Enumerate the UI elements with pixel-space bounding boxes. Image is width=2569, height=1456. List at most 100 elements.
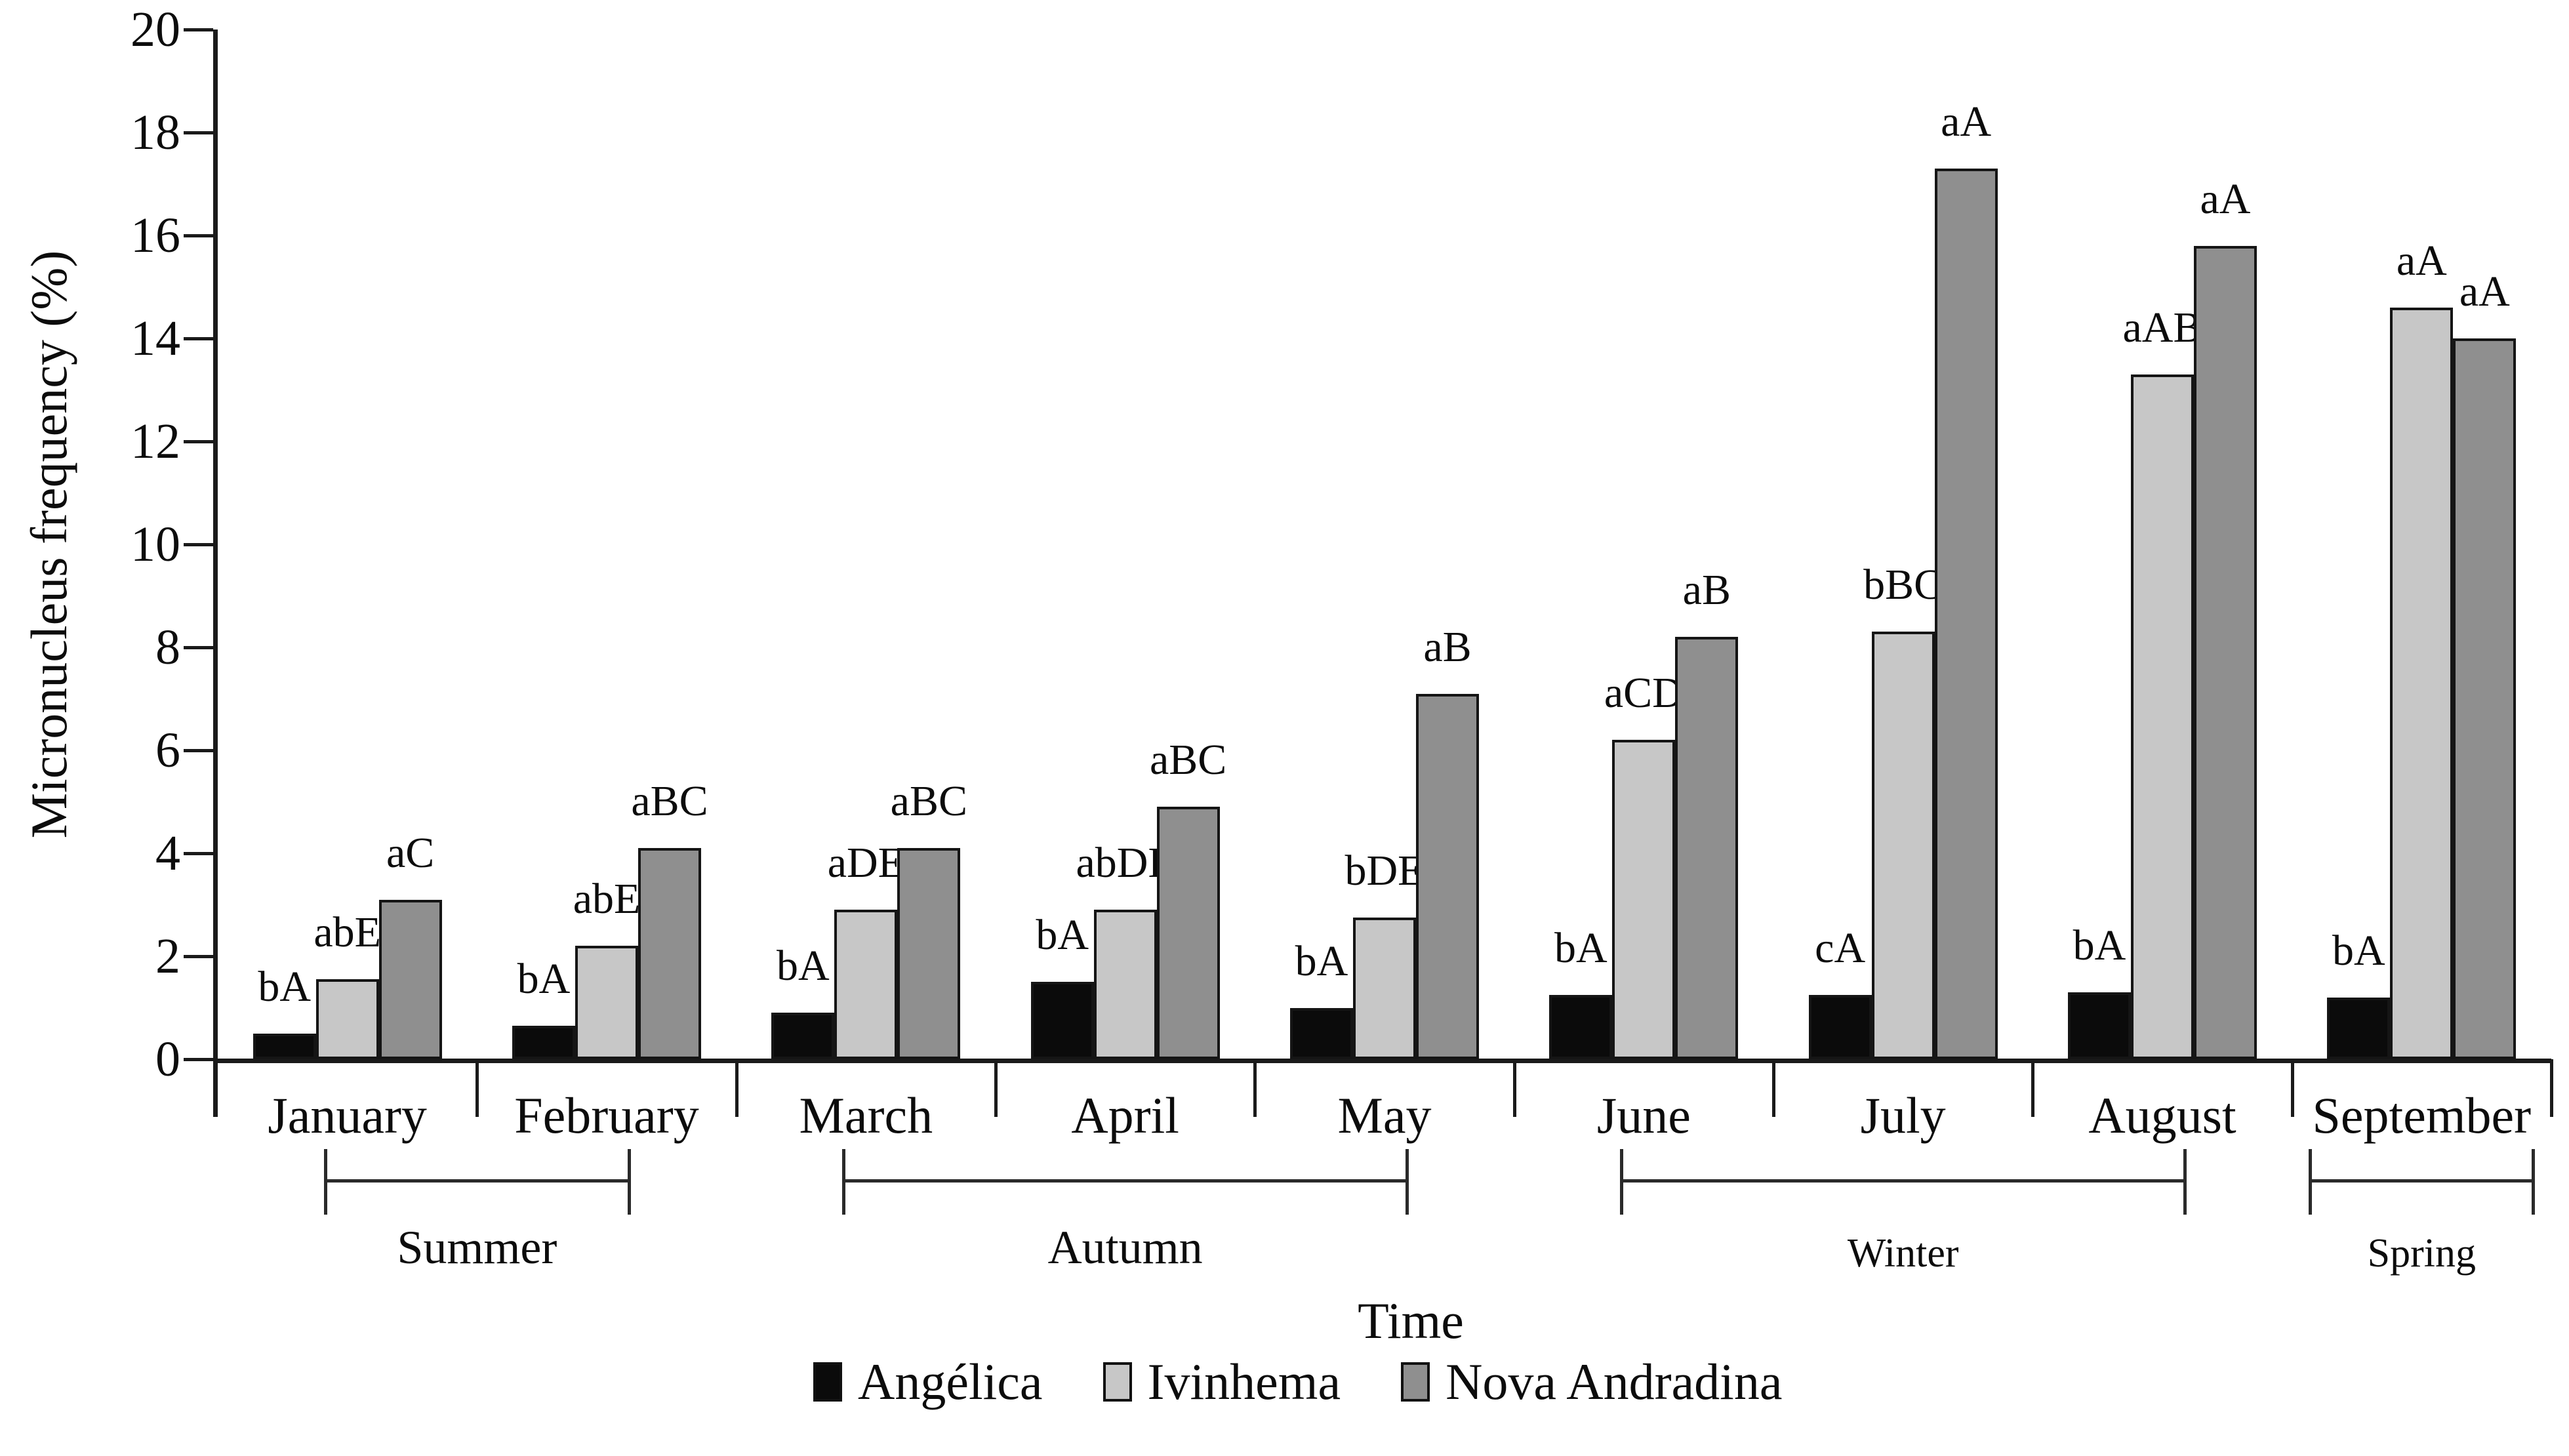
significance-label: aB <box>1682 566 1731 615</box>
season-bracket-tick <box>628 1149 631 1215</box>
x-separator-tick <box>475 1059 479 1117</box>
bar-nova-andradina <box>1416 693 1479 1059</box>
y-tick <box>184 852 213 855</box>
significance-label: bA <box>1554 923 1608 972</box>
x-separator-tick <box>2031 1059 2035 1117</box>
y-tick-label: 16 <box>131 208 180 263</box>
y-tick-label: 4 <box>155 826 180 881</box>
y-tick <box>184 749 213 752</box>
significance-label: bDE <box>1345 847 1425 895</box>
season-bracket-line <box>843 1179 1407 1183</box>
y-tick <box>184 234 213 237</box>
legend-label: Angélica <box>858 1353 1043 1410</box>
significance-label: aBC <box>890 777 967 826</box>
x-category-label: June <box>1596 1087 1691 1144</box>
y-tick <box>184 955 213 958</box>
x-separator-tick <box>735 1059 738 1117</box>
season-bracket-tick <box>1406 1149 1409 1215</box>
legend-item: Nova Andradina <box>1401 1356 1782 1407</box>
y-tick <box>184 337 213 340</box>
x-separator-tick <box>994 1059 998 1117</box>
season-label: Winter <box>1847 1231 1959 1276</box>
bar-ivinhema <box>1612 740 1676 1059</box>
bar-angélica <box>512 1025 575 1059</box>
y-tick <box>184 543 213 546</box>
legend-item: Ivinhema <box>1102 1356 1341 1407</box>
x-category-label: April <box>1071 1087 1179 1144</box>
bar-nova-andradina <box>1156 807 1220 1059</box>
x-separator-tick <box>2290 1059 2294 1117</box>
legend-label: Nova Andradina <box>1446 1353 1783 1410</box>
y-tick-label: 2 <box>155 929 180 984</box>
legend-swatch-icon <box>1102 1362 1132 1402</box>
bar-nova-andradina <box>638 848 701 1059</box>
bar-nova-andradina <box>378 899 442 1059</box>
y-tick-label: 18 <box>131 105 180 160</box>
season-label: Autumn <box>1047 1221 1203 1274</box>
y-tick-label: 6 <box>155 723 180 778</box>
significance-label: aB <box>1423 622 1472 671</box>
y-tick <box>184 28 213 31</box>
bar-nova-andradina <box>2194 245 2257 1059</box>
y-tick <box>184 440 213 443</box>
significance-label: bBC <box>1863 561 1943 609</box>
significance-label: aA <box>1941 97 1992 146</box>
bar-angélica <box>1549 994 1613 1059</box>
season-bracket-tick <box>2183 1149 2187 1215</box>
significance-label: bA <box>258 962 311 1011</box>
significance-label: aDE <box>827 839 904 887</box>
bar-ivinhema <box>834 910 898 1059</box>
x-separator-tick <box>1772 1059 1775 1117</box>
significance-label: bA <box>1036 911 1089 960</box>
significance-label: abE <box>314 908 381 957</box>
legend: Angélica Ivinhema Nova Andradina <box>813 1356 1782 1407</box>
bar-angélica <box>1030 982 1094 1059</box>
significance-label: bA <box>1295 937 1348 985</box>
bar-angélica <box>1808 994 1872 1059</box>
y-tick <box>184 646 213 649</box>
significance-label: aA <box>2396 236 2447 285</box>
season-bracket-tick <box>842 1149 846 1215</box>
significance-label: aCD <box>1604 669 1684 718</box>
x-separator-tick <box>1253 1059 1257 1117</box>
x-category-label: January <box>268 1087 427 1144</box>
x-separator-tick <box>1512 1059 1516 1117</box>
bar-ivinhema <box>315 979 379 1059</box>
bar-ivinhema <box>1353 918 1416 1059</box>
bar-nova-andradina <box>897 848 961 1059</box>
x-category-label: July <box>1860 1087 1946 1144</box>
y-tick <box>184 131 213 134</box>
x-separator-tick <box>2550 1059 2553 1117</box>
season-bracket-line <box>325 1179 629 1183</box>
season-bracket-line <box>1621 1179 2185 1183</box>
significance-label: aA <box>2459 268 2510 315</box>
significance-label: aBC <box>1149 736 1227 784</box>
y-tick-label: 12 <box>131 414 180 469</box>
x-category-label: February <box>514 1087 699 1144</box>
significance-label: bA <box>2332 926 2385 975</box>
season-label: Spring <box>2367 1231 2477 1276</box>
legend-item: Angélica <box>813 1356 1043 1407</box>
significance-label: aAB <box>2122 303 2202 352</box>
y-tick-label: 0 <box>155 1032 180 1087</box>
significance-label: cA <box>1815 923 1866 972</box>
x-category-label: September <box>2312 1087 2532 1144</box>
x-category-label: May <box>1337 1087 1432 1144</box>
x-category-label: March <box>799 1087 933 1144</box>
season-bracket-line <box>2310 1179 2534 1183</box>
significance-label: aBC <box>631 777 708 826</box>
x-axis-line <box>213 1059 2551 1063</box>
bar-angélica <box>253 1033 316 1059</box>
bar-angélica <box>1290 1007 1353 1059</box>
y-tick <box>184 1058 213 1061</box>
significance-label: abE <box>573 875 641 923</box>
significance-label: aA <box>2200 174 2251 223</box>
bar-nova-andradina <box>1675 637 1739 1059</box>
significance-label: aC <box>386 828 435 877</box>
x-axis-title: Time <box>1358 1292 1464 1349</box>
season-bracket-tick <box>323 1149 327 1215</box>
bar-ivinhema <box>575 946 638 1059</box>
season-bracket-tick <box>2309 1149 2313 1215</box>
y-tick-label: 10 <box>131 517 180 572</box>
bar-nova-andradina <box>1934 168 1998 1059</box>
